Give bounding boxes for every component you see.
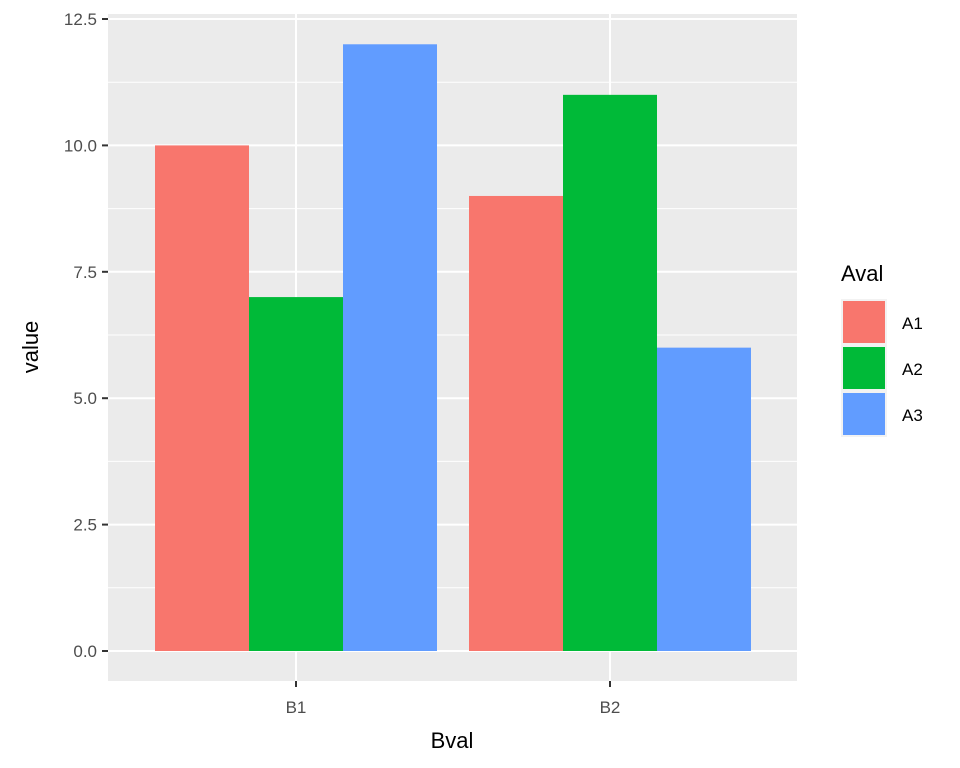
legend-swatch-a3 [843, 393, 885, 435]
legend-swatch-a2 [843, 347, 885, 389]
legend-label: A2 [902, 360, 923, 379]
y-tick-label: 0.0 [73, 642, 97, 661]
y-tick-label: 10.0 [64, 136, 97, 155]
bar-a2-b1 [249, 297, 343, 651]
legend: Aval A1 A2 A3 [841, 261, 923, 437]
x-tick-label: B1 [286, 698, 307, 717]
legend-title: Aval [841, 261, 883, 286]
legend-label: A3 [902, 406, 923, 425]
y-axis-title: value [18, 321, 43, 374]
bar-a3-b2 [657, 347, 751, 651]
bars [155, 44, 751, 652]
legend-swatch-a1 [843, 301, 885, 343]
bar-a1-b1 [155, 145, 249, 651]
legend-label: A1 [902, 314, 923, 333]
y-axis: 0.0 2.5 5.0 7.5 10.0 12.5 [64, 10, 108, 661]
bar-a3-b1 [343, 44, 437, 651]
x-axis: B1 B2 [286, 681, 621, 717]
bar-a2-b2 [563, 94, 657, 652]
y-tick-label: 7.5 [73, 263, 97, 282]
x-axis-title: Bval [431, 728, 474, 753]
x-tick-label: B2 [600, 698, 621, 717]
y-tick-label: 5.0 [73, 389, 97, 408]
y-tick-label: 2.5 [73, 516, 97, 535]
y-tick-label: 12.5 [64, 10, 97, 29]
bar-a1-b2 [469, 195, 563, 651]
